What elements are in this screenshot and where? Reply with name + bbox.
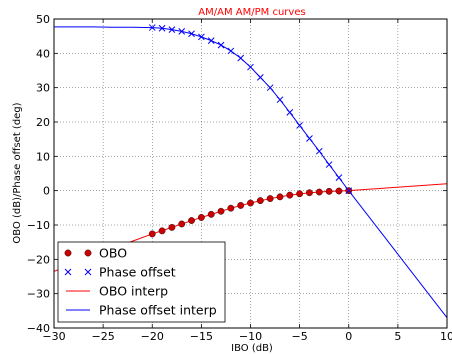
axis-ticks: −30 −25 −20 −15 −10 −5 0 5 10−40−30−20−100102030… bbox=[27, 13, 452, 343]
legend-marker bbox=[84, 249, 92, 257]
data-point bbox=[217, 207, 225, 215]
data-point bbox=[227, 47, 235, 55]
legend-entry: OBO interp bbox=[66, 284, 168, 299]
chart-title: AM/AM AM/PM curves bbox=[198, 7, 305, 18]
y-tick-label: −10 bbox=[27, 219, 50, 232]
x-tick-label: −15 bbox=[190, 330, 213, 343]
series-phase-offset bbox=[148, 24, 353, 195]
legend-entry: OBO bbox=[64, 246, 127, 261]
legend-entry: Phase offset bbox=[64, 265, 176, 280]
data-point bbox=[286, 109, 294, 116]
y-tick-label: −40 bbox=[27, 322, 50, 335]
series-layer bbox=[54, 24, 447, 319]
data-point bbox=[207, 37, 215, 44]
data-point bbox=[296, 122, 303, 129]
x-tick-label: −25 bbox=[92, 330, 115, 343]
legend-label: OBO interp bbox=[99, 284, 168, 299]
y-axis-label: OBO (dB)/Phase offset (deg) bbox=[12, 102, 23, 243]
legend-marker bbox=[64, 249, 72, 257]
x-tick-label: 0 bbox=[345, 330, 352, 343]
legend-label: Phase offset bbox=[99, 265, 176, 280]
data-point bbox=[198, 33, 205, 41]
y-tick-label: 40 bbox=[36, 47, 50, 60]
x-tick-label: −5 bbox=[292, 330, 308, 343]
data-point bbox=[148, 24, 156, 31]
data-point bbox=[345, 187, 353, 195]
data-point bbox=[158, 227, 166, 235]
data-point bbox=[306, 189, 313, 197]
data-point bbox=[256, 74, 264, 81]
data-point bbox=[178, 28, 186, 35]
data-point bbox=[197, 214, 205, 221]
data-point bbox=[315, 188, 323, 196]
y-tick-label: 0 bbox=[43, 185, 50, 198]
y-tick-label: 50 bbox=[36, 13, 50, 26]
y-tick-label: −20 bbox=[27, 253, 50, 266]
data-point bbox=[325, 161, 333, 168]
data-point bbox=[188, 30, 195, 38]
data-point bbox=[315, 147, 323, 155]
data-point bbox=[266, 195, 274, 202]
data-point bbox=[168, 26, 176, 33]
data-point bbox=[306, 135, 313, 142]
y-tick-label: 20 bbox=[36, 116, 50, 129]
data-point bbox=[335, 187, 343, 195]
data-point bbox=[158, 24, 166, 32]
data-point bbox=[237, 202, 245, 209]
legend-label: Phase offset interp bbox=[99, 303, 217, 318]
x-tick-label: −20 bbox=[141, 330, 164, 343]
x-tick-label: 5 bbox=[394, 330, 401, 343]
data-point bbox=[335, 174, 343, 181]
data-point bbox=[178, 220, 186, 228]
data-point bbox=[286, 191, 294, 199]
data-point bbox=[237, 54, 245, 62]
legend-marker bbox=[84, 268, 92, 276]
x-tick-label: −30 bbox=[42, 330, 65, 343]
data-point bbox=[256, 197, 264, 205]
y-tick-label: 10 bbox=[36, 150, 50, 163]
data-point bbox=[266, 84, 274, 92]
data-point bbox=[148, 230, 156, 238]
legend-entry: Phase offset interp bbox=[66, 303, 217, 318]
x-tick-label: −10 bbox=[239, 330, 262, 343]
y-tick-label: −30 bbox=[27, 288, 50, 301]
data-point bbox=[168, 224, 176, 231]
data-point bbox=[276, 193, 284, 201]
series-obo bbox=[148, 187, 353, 238]
data-point bbox=[296, 190, 304, 198]
y-tick-label: 30 bbox=[36, 82, 50, 95]
legend: OBO Phase offset OBO interp Phase offset in… bbox=[57, 241, 226, 323]
data-point bbox=[247, 63, 254, 71]
data-point bbox=[227, 204, 235, 212]
data-point bbox=[188, 217, 195, 224]
data-point bbox=[207, 210, 215, 218]
x-axis-label: IBO (dB) bbox=[231, 343, 273, 354]
data-point bbox=[247, 199, 254, 207]
data-point bbox=[276, 96, 284, 104]
data-point bbox=[325, 187, 333, 195]
x-tick-label: 10 bbox=[440, 330, 452, 343]
legend-marker bbox=[64, 268, 72, 276]
data-point bbox=[217, 41, 225, 49]
legend-label: OBO bbox=[99, 246, 127, 261]
